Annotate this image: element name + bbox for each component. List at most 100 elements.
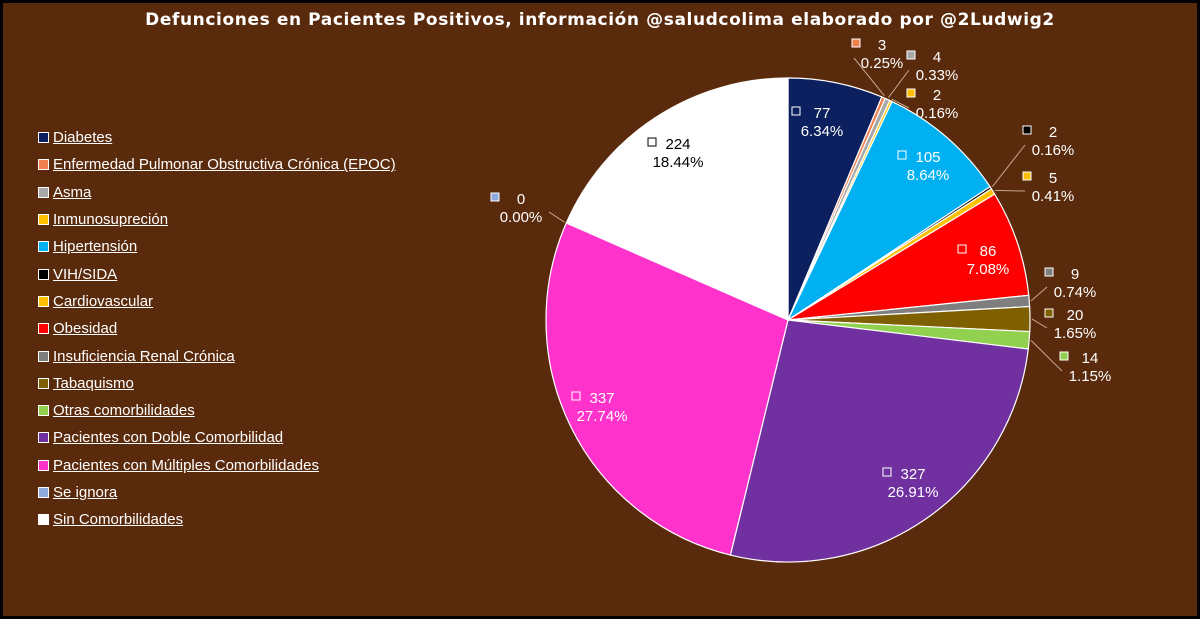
data-label-percent: 0.33% bbox=[916, 67, 959, 84]
legend-swatch bbox=[38, 432, 49, 444]
data-label-value: 0 bbox=[517, 191, 525, 208]
data-label-percent: 1.15% bbox=[1069, 368, 1112, 385]
leader-line bbox=[1030, 340, 1063, 372]
leader-line bbox=[548, 211, 565, 223]
chart-title: Defunciones en Pacientes Positivos, info… bbox=[145, 10, 1055, 30]
legend-swatch bbox=[38, 487, 49, 498]
label-key-marker bbox=[1044, 308, 1054, 318]
leader-line bbox=[887, 69, 910, 98]
data-label-percent: 0.16% bbox=[916, 105, 959, 122]
data-label-value: 337 bbox=[589, 390, 614, 407]
label-key-marker bbox=[791, 106, 801, 116]
pie-slice bbox=[565, 77, 789, 321]
legend-swatch bbox=[38, 405, 49, 417]
legend-item: Pacientes con Doble Comorbilidad bbox=[38, 424, 396, 451]
legend-item: Enfermedad Pulmonar Obstructiva Crónica … bbox=[38, 151, 396, 178]
legend-swatch bbox=[38, 268, 49, 280]
data-label-value: 86 bbox=[980, 243, 997, 260]
data-label-percent: 0.74% bbox=[1054, 284, 1097, 301]
data-label-value: 105 bbox=[915, 149, 940, 166]
label-key-marker bbox=[1022, 125, 1032, 135]
legend-label: Obesidad bbox=[53, 320, 118, 338]
data-label-value: 9 bbox=[1071, 266, 1079, 283]
legend-label: Enfermedad Pulmonar Obstructiva Crónica … bbox=[53, 156, 396, 174]
legend-swatch bbox=[38, 214, 49, 226]
legend-label: Asma bbox=[53, 183, 92, 201]
legend-item: Obesidad bbox=[38, 315, 396, 342]
legend-swatch bbox=[38, 377, 49, 389]
legend-item: Insuficiencia Renal Crónica bbox=[38, 342, 396, 369]
data-label-value: 5 bbox=[1049, 170, 1057, 187]
legend-item: VIH/SIDA bbox=[38, 260, 396, 287]
legend-item: Hipertensión bbox=[38, 233, 396, 260]
leader-line bbox=[1030, 286, 1048, 302]
data-label-percent: 6.34% bbox=[801, 123, 844, 140]
label-key-marker bbox=[906, 50, 916, 60]
data-label-percent: 26.91% bbox=[888, 484, 939, 501]
leader-line bbox=[994, 189, 1026, 192]
data-label-value: 77 bbox=[814, 105, 831, 122]
legend: Diabetes Enfermedad Pulmonar Obstructiva … bbox=[38, 124, 396, 533]
legend-item: Asma bbox=[38, 179, 396, 206]
legend-label: Pacientes con Múltiples Comorbilidades bbox=[53, 456, 319, 474]
data-label-value: 2 bbox=[933, 87, 941, 104]
legend-swatch bbox=[38, 459, 49, 471]
legend-swatch bbox=[38, 514, 49, 526]
data-label-value: 327 bbox=[900, 466, 925, 483]
data-label-percent: 0.41% bbox=[1032, 188, 1075, 205]
legend-swatch bbox=[38, 159, 49, 171]
legend-swatch bbox=[38, 132, 49, 144]
leader-line bbox=[891, 98, 910, 109]
label-key-marker bbox=[897, 150, 907, 160]
label-key-marker bbox=[957, 244, 967, 254]
legend-item: Se ignora bbox=[38, 479, 396, 506]
data-label-percent: 8.64% bbox=[907, 167, 950, 184]
legend-label: Hipertensión bbox=[53, 238, 138, 256]
data-label-value: 2 bbox=[1049, 124, 1057, 141]
legend-label: Inmunosupreción bbox=[53, 211, 169, 229]
label-key-marker bbox=[1059, 351, 1069, 361]
legend-item: Inmunosupreción bbox=[38, 206, 396, 233]
pie-slice bbox=[786, 100, 991, 322]
pie-slice bbox=[729, 319, 1029, 563]
label-key-marker bbox=[1044, 267, 1054, 277]
leader-line bbox=[853, 57, 885, 97]
legend-label: Insuficiencia Renal Crónica bbox=[53, 347, 235, 365]
data-label-percent: 27.74% bbox=[577, 408, 628, 425]
pie-slice bbox=[545, 222, 789, 556]
legend-item: Sin Comorbilidades bbox=[38, 506, 396, 533]
data-label-value: 224 bbox=[665, 136, 690, 153]
data-label-value: 14 bbox=[1082, 350, 1099, 367]
label-key-marker bbox=[490, 192, 500, 202]
data-label-percent: 0.25% bbox=[861, 55, 904, 72]
legend-item: Cardiovascular bbox=[38, 288, 396, 315]
legend-label: Tabaquismo bbox=[53, 374, 134, 392]
legend-swatch bbox=[38, 186, 49, 198]
legend-label: VIH/SIDA bbox=[53, 265, 118, 283]
data-label-percent: 7.08% bbox=[967, 261, 1010, 278]
data-label-percent: 0.16% bbox=[1032, 142, 1075, 159]
data-label-percent: 1.65% bbox=[1054, 325, 1097, 342]
legend-swatch bbox=[38, 295, 49, 307]
pie-slice bbox=[787, 193, 1030, 321]
legend-item: Tabaquismo bbox=[38, 370, 396, 397]
legend-label: Otras comorbilidades bbox=[53, 402, 195, 420]
legend-swatch bbox=[38, 350, 49, 362]
label-key-marker bbox=[571, 391, 581, 401]
data-label-value: 20 bbox=[1067, 307, 1084, 324]
data-label-value: 4 bbox=[933, 49, 941, 66]
legend-label: Pacientes con Doble Comorbilidad bbox=[53, 429, 284, 447]
data-label-value: 3 bbox=[878, 37, 886, 54]
legend-item: Otras comorbilidades bbox=[38, 397, 396, 424]
legend-label: Cardiovascular bbox=[53, 292, 154, 310]
label-key-marker bbox=[647, 137, 657, 147]
leader-line bbox=[992, 144, 1026, 188]
legend-label: Se ignora bbox=[53, 484, 118, 501]
legend-label: Diabetes bbox=[53, 129, 113, 147]
legend-label: Sin Comorbilidades bbox=[53, 511, 184, 529]
data-label-percent: 18.44% bbox=[653, 154, 704, 171]
label-key-marker bbox=[1022, 171, 1032, 181]
legend-swatch bbox=[38, 323, 49, 335]
